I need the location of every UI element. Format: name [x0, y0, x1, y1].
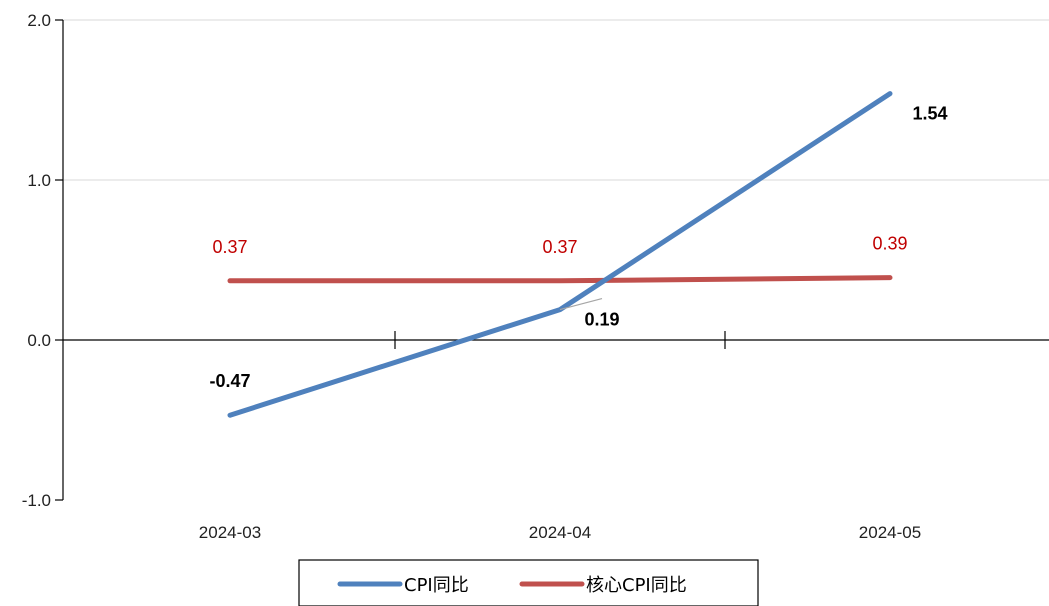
x-tick-label: 2024-04: [529, 523, 591, 542]
series-line-1: [227, 275, 893, 284]
legend: CPI同比 核心CPI同比: [298, 559, 759, 606]
y-tick-label: -1.0: [22, 491, 51, 510]
y-tick-label: 0.0: [27, 331, 51, 350]
y-tick-label: 1.0: [27, 171, 51, 190]
legend-label: 核心CPI同比: [586, 575, 687, 596]
data-label-core-cpi: 0.37: [212, 237, 247, 257]
gridlines: [63, 19, 1049, 181]
y-tick-label: 2.0: [27, 11, 51, 30]
data-label-cpi: -0.47: [209, 371, 250, 391]
data-label-cpi: 0.19: [584, 310, 619, 330]
data-label-cpi: 1.54: [912, 104, 947, 124]
data-label-core-cpi: 0.37: [542, 237, 577, 257]
legend-label: CPI同比: [404, 575, 469, 596]
x-tick-label: 2024-05: [859, 523, 921, 542]
label-leader-line: [559, 298, 603, 311]
data-labels: -0.47 0.19 1.54 0.37 0.37 0.39: [209, 104, 947, 392]
axes: -1.0 0.0 1.0 2.0 2024-03 2024-04 2024-05: [22, 11, 1049, 542]
x-tick-label: 2024-03: [199, 523, 261, 542]
data-label-core-cpi: 0.39: [872, 234, 907, 254]
